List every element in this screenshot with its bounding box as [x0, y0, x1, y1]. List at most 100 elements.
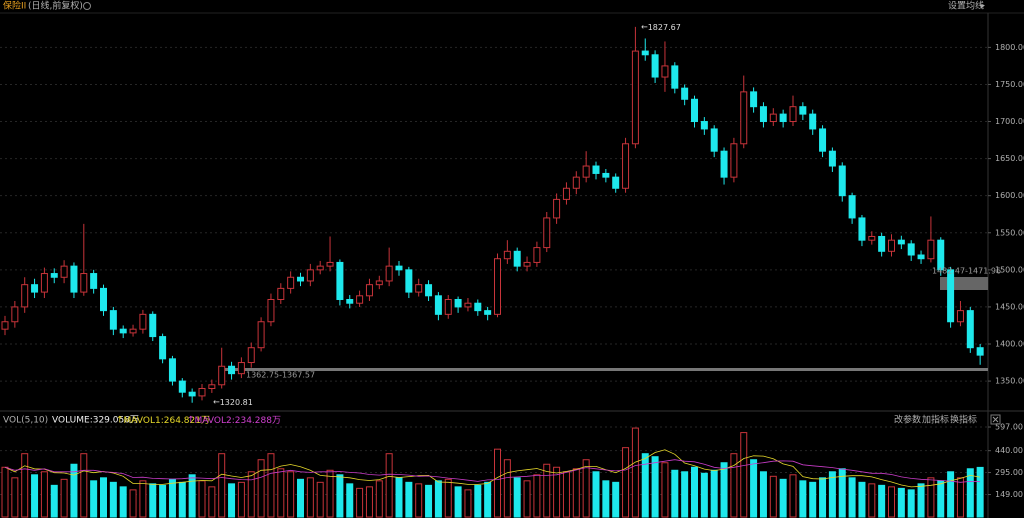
volume-bar: [40, 471, 48, 518]
symbol[interactable]: 保险II: [3, 0, 26, 12]
volume-bar: [365, 486, 373, 518]
ma-setting[interactable]: 设置均线: [948, 0, 984, 12]
candle-body: [434, 295, 442, 315]
candle-body: [80, 273, 88, 293]
candle-body: [927, 239, 935, 260]
volume-bar: [691, 466, 698, 518]
volume-bar: [809, 481, 817, 518]
volume-bar: [385, 453, 393, 518]
candle-body: [237, 362, 245, 375]
volume-bar: [247, 471, 255, 518]
candle-body: [90, 273, 98, 289]
volume-bar: [710, 469, 718, 518]
y-tick-label: 1450.00: [995, 302, 1024, 311]
btn-add[interactable]: 加指标: [922, 414, 949, 426]
volume-bar: [976, 466, 984, 518]
candle-body: [198, 387, 206, 397]
volume-bar: [336, 474, 344, 518]
volume-bar: [858, 481, 866, 518]
volume-bar: [139, 480, 147, 518]
candle-body: [405, 269, 413, 293]
volume-bar: [769, 475, 777, 518]
candle-body: [750, 91, 758, 108]
candle-body: [789, 106, 797, 123]
candle-body: [100, 287, 107, 312]
volume-bar: [779, 478, 787, 518]
volume-bar: [90, 480, 98, 518]
candle-body: [474, 302, 482, 312]
btn-params[interactable]: 改参数: [894, 414, 921, 426]
volume-bar: [188, 474, 196, 518]
volume-bar: [641, 453, 649, 518]
volume-bar: [562, 471, 570, 518]
y-tick-label: 1650.00: [995, 154, 1024, 163]
candle-body: [592, 165, 600, 174]
volume-bar: [326, 469, 334, 518]
candle-body: [966, 310, 974, 349]
candle-body: [119, 328, 127, 334]
y-tick-label: 1600.00: [995, 191, 1024, 200]
volume-bar: [631, 427, 639, 518]
volume-bar: [956, 477, 964, 518]
candle-body: [819, 128, 827, 152]
volume-bar: [533, 474, 541, 518]
candle-body: [188, 391, 196, 397]
btn-switch[interactable]: 换指标: [950, 414, 977, 426]
volume-bar: [21, 453, 29, 518]
candle-body: [612, 176, 620, 189]
candle-body: [888, 239, 895, 252]
candle-body: [651, 54, 659, 78]
candle-body: [562, 187, 570, 200]
candle-body: [336, 261, 344, 301]
candle-body: [917, 254, 925, 260]
candle-body: [1, 321, 9, 330]
volume-bar: [937, 480, 945, 518]
candle-body: [31, 284, 39, 293]
candle-body: [129, 328, 137, 334]
volume-bar: [316, 481, 324, 518]
candle-body: [415, 284, 423, 293]
volume-bar: [750, 459, 758, 518]
candle-body: [907, 243, 915, 256]
vol-indicator: VOL(5,10): [3, 416, 48, 426]
mavol1: ↑MAVOL1:264.821万: [116, 416, 210, 426]
volume-bar: [267, 453, 275, 518]
volume-bar: [494, 448, 501, 518]
candle-body: [848, 195, 856, 219]
volume-bar: [907, 489, 915, 518]
volume-bar: [730, 453, 738, 518]
candle-body: [60, 265, 68, 278]
candle-body: [553, 198, 561, 219]
candle-body: [976, 347, 984, 356]
volume-bar: [434, 480, 442, 518]
candle-body: [878, 235, 886, 252]
volume-bar: [661, 462, 669, 518]
close-button[interactable]: [990, 414, 1001, 425]
y-tick-label: 1700.00: [995, 117, 1024, 126]
volume-bar: [375, 480, 383, 518]
candle-body: [513, 250, 521, 267]
volume-bar: [198, 480, 206, 518]
volume-bar: [612, 481, 620, 518]
candle-body: [287, 276, 295, 289]
v-tick-label: 597.00: [995, 423, 1023, 432]
volume-bar: [100, 477, 107, 518]
ma-line: [4, 449, 981, 488]
candle-body: [681, 87, 689, 100]
candle-body: [838, 165, 846, 197]
candle-body: [779, 113, 787, 123]
candle-body: [395, 265, 403, 271]
candle-body: [641, 50, 649, 56]
candle-body: [326, 261, 334, 267]
volume-bar: [287, 471, 295, 518]
settings-icon[interactable]: [83, 2, 91, 10]
low-label: ←1320.81: [213, 398, 253, 407]
candle-body: [257, 321, 265, 349]
dropdown-caret[interactable]: [979, 5, 985, 8]
close-icon[interactable]: [992, 416, 999, 423]
volume-bar: [553, 466, 561, 518]
mavol1-text: MAVOL1:264.821万: [124, 416, 210, 426]
mavol2-text: MAVOL2:234.288万: [195, 416, 281, 426]
volume-bar: [543, 463, 551, 518]
candle-body: [730, 143, 738, 178]
